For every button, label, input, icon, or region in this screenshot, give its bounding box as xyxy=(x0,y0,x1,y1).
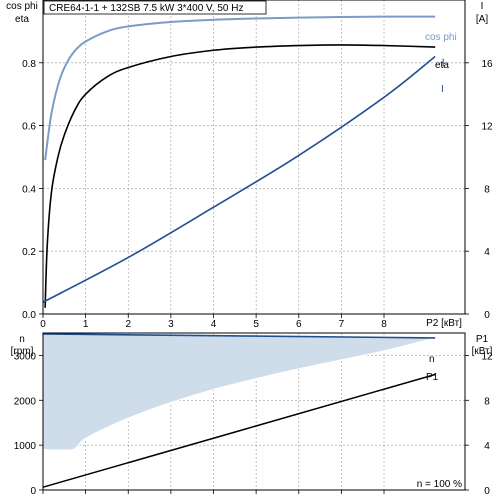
right-y-tick-label: 12 xyxy=(481,122,493,133)
left-y-tick-label: 0.8 xyxy=(22,59,36,70)
p1-series-label: P1 xyxy=(426,372,439,383)
x-tick-label: 0 xyxy=(40,319,46,330)
min-speed-curve xyxy=(42,337,436,452)
current-curve xyxy=(42,55,436,303)
right-y-tick-label: 0 xyxy=(484,310,490,321)
top-plot-frame xyxy=(42,0,466,315)
annotation-bg xyxy=(394,476,462,489)
x-tick-label: 8 xyxy=(381,319,387,330)
left-y-tick-label: 0.2 xyxy=(22,247,36,258)
bottom-left-axis-label-1: n xyxy=(19,334,25,345)
left-y-tick-label: 2000 xyxy=(14,396,37,407)
left-y-tick-label: 0.6 xyxy=(22,122,36,133)
x-tick-label: 5 xyxy=(253,319,259,330)
cosphi-label-bg xyxy=(423,31,463,42)
x-axis-label: P2 [кВт] xyxy=(426,318,462,329)
eta-series-label: eta xyxy=(435,60,449,71)
x-tick-label: 1 xyxy=(83,319,89,330)
p1-curve xyxy=(42,373,436,488)
chart-title: CRE64-1-1 + 132SB 7.5 kW 3*400 V, 50 Hz xyxy=(49,3,243,14)
x-tick-label: 7 xyxy=(339,319,345,330)
cosphi-curve xyxy=(44,15,436,161)
left-y-tick-label: 0.4 xyxy=(22,184,36,195)
current-series-label: I xyxy=(441,84,444,95)
top-left-axis-label-1: cos phi xyxy=(6,1,38,12)
left-y-tick-label: 3000 xyxy=(14,351,37,362)
right-y-tick-label: 8 xyxy=(484,184,490,195)
top-right-axis-label-2: [A] xyxy=(476,14,488,25)
cosphi-series-label: cos phi xyxy=(425,32,457,43)
right-y-tick-label: 8 xyxy=(484,396,490,407)
title-box xyxy=(43,0,267,15)
bottom-plot-series xyxy=(42,333,436,488)
right-y-tick-label: 16 xyxy=(481,59,493,70)
left-y-tick-label: 1000 xyxy=(14,441,37,452)
bottom-tick-labels: 0 1000 2000 3000 0 4 8 12 xyxy=(14,351,493,497)
left-y-tick-label: 0.0 xyxy=(22,310,36,321)
x-tick-label: 6 xyxy=(296,319,302,330)
right-y-tick-label: 4 xyxy=(484,441,490,452)
speed-annotation: n = 100 % xyxy=(417,479,462,490)
bottom-right-axis-label-2: [кВт] xyxy=(472,346,493,357)
right-y-tick-label: 0 xyxy=(484,486,490,497)
bottom-plot-frame xyxy=(42,332,466,491)
speed-curve xyxy=(42,333,436,339)
left-y-tick-label: 0 xyxy=(30,486,36,497)
x-tick-label: 3 xyxy=(168,319,174,330)
speed-range-area xyxy=(43,333,436,450)
top-left-axis-label-2: eta xyxy=(15,14,29,25)
speed-series-label: n xyxy=(429,354,435,365)
top-plot-series xyxy=(42,15,444,308)
right-y-tick-label: 12 xyxy=(481,351,493,362)
bottom-left-axis-label-2: [rpm] xyxy=(11,346,34,357)
x-tick-label: 2 xyxy=(125,319,131,330)
x-tick-label: 4 xyxy=(211,319,217,330)
eta-curve xyxy=(44,44,436,308)
bottom-right-axis-label-1: P1 xyxy=(476,334,489,345)
right-y-tick-label: 4 xyxy=(484,247,490,258)
top-right-axis-label-1: I xyxy=(481,1,484,12)
